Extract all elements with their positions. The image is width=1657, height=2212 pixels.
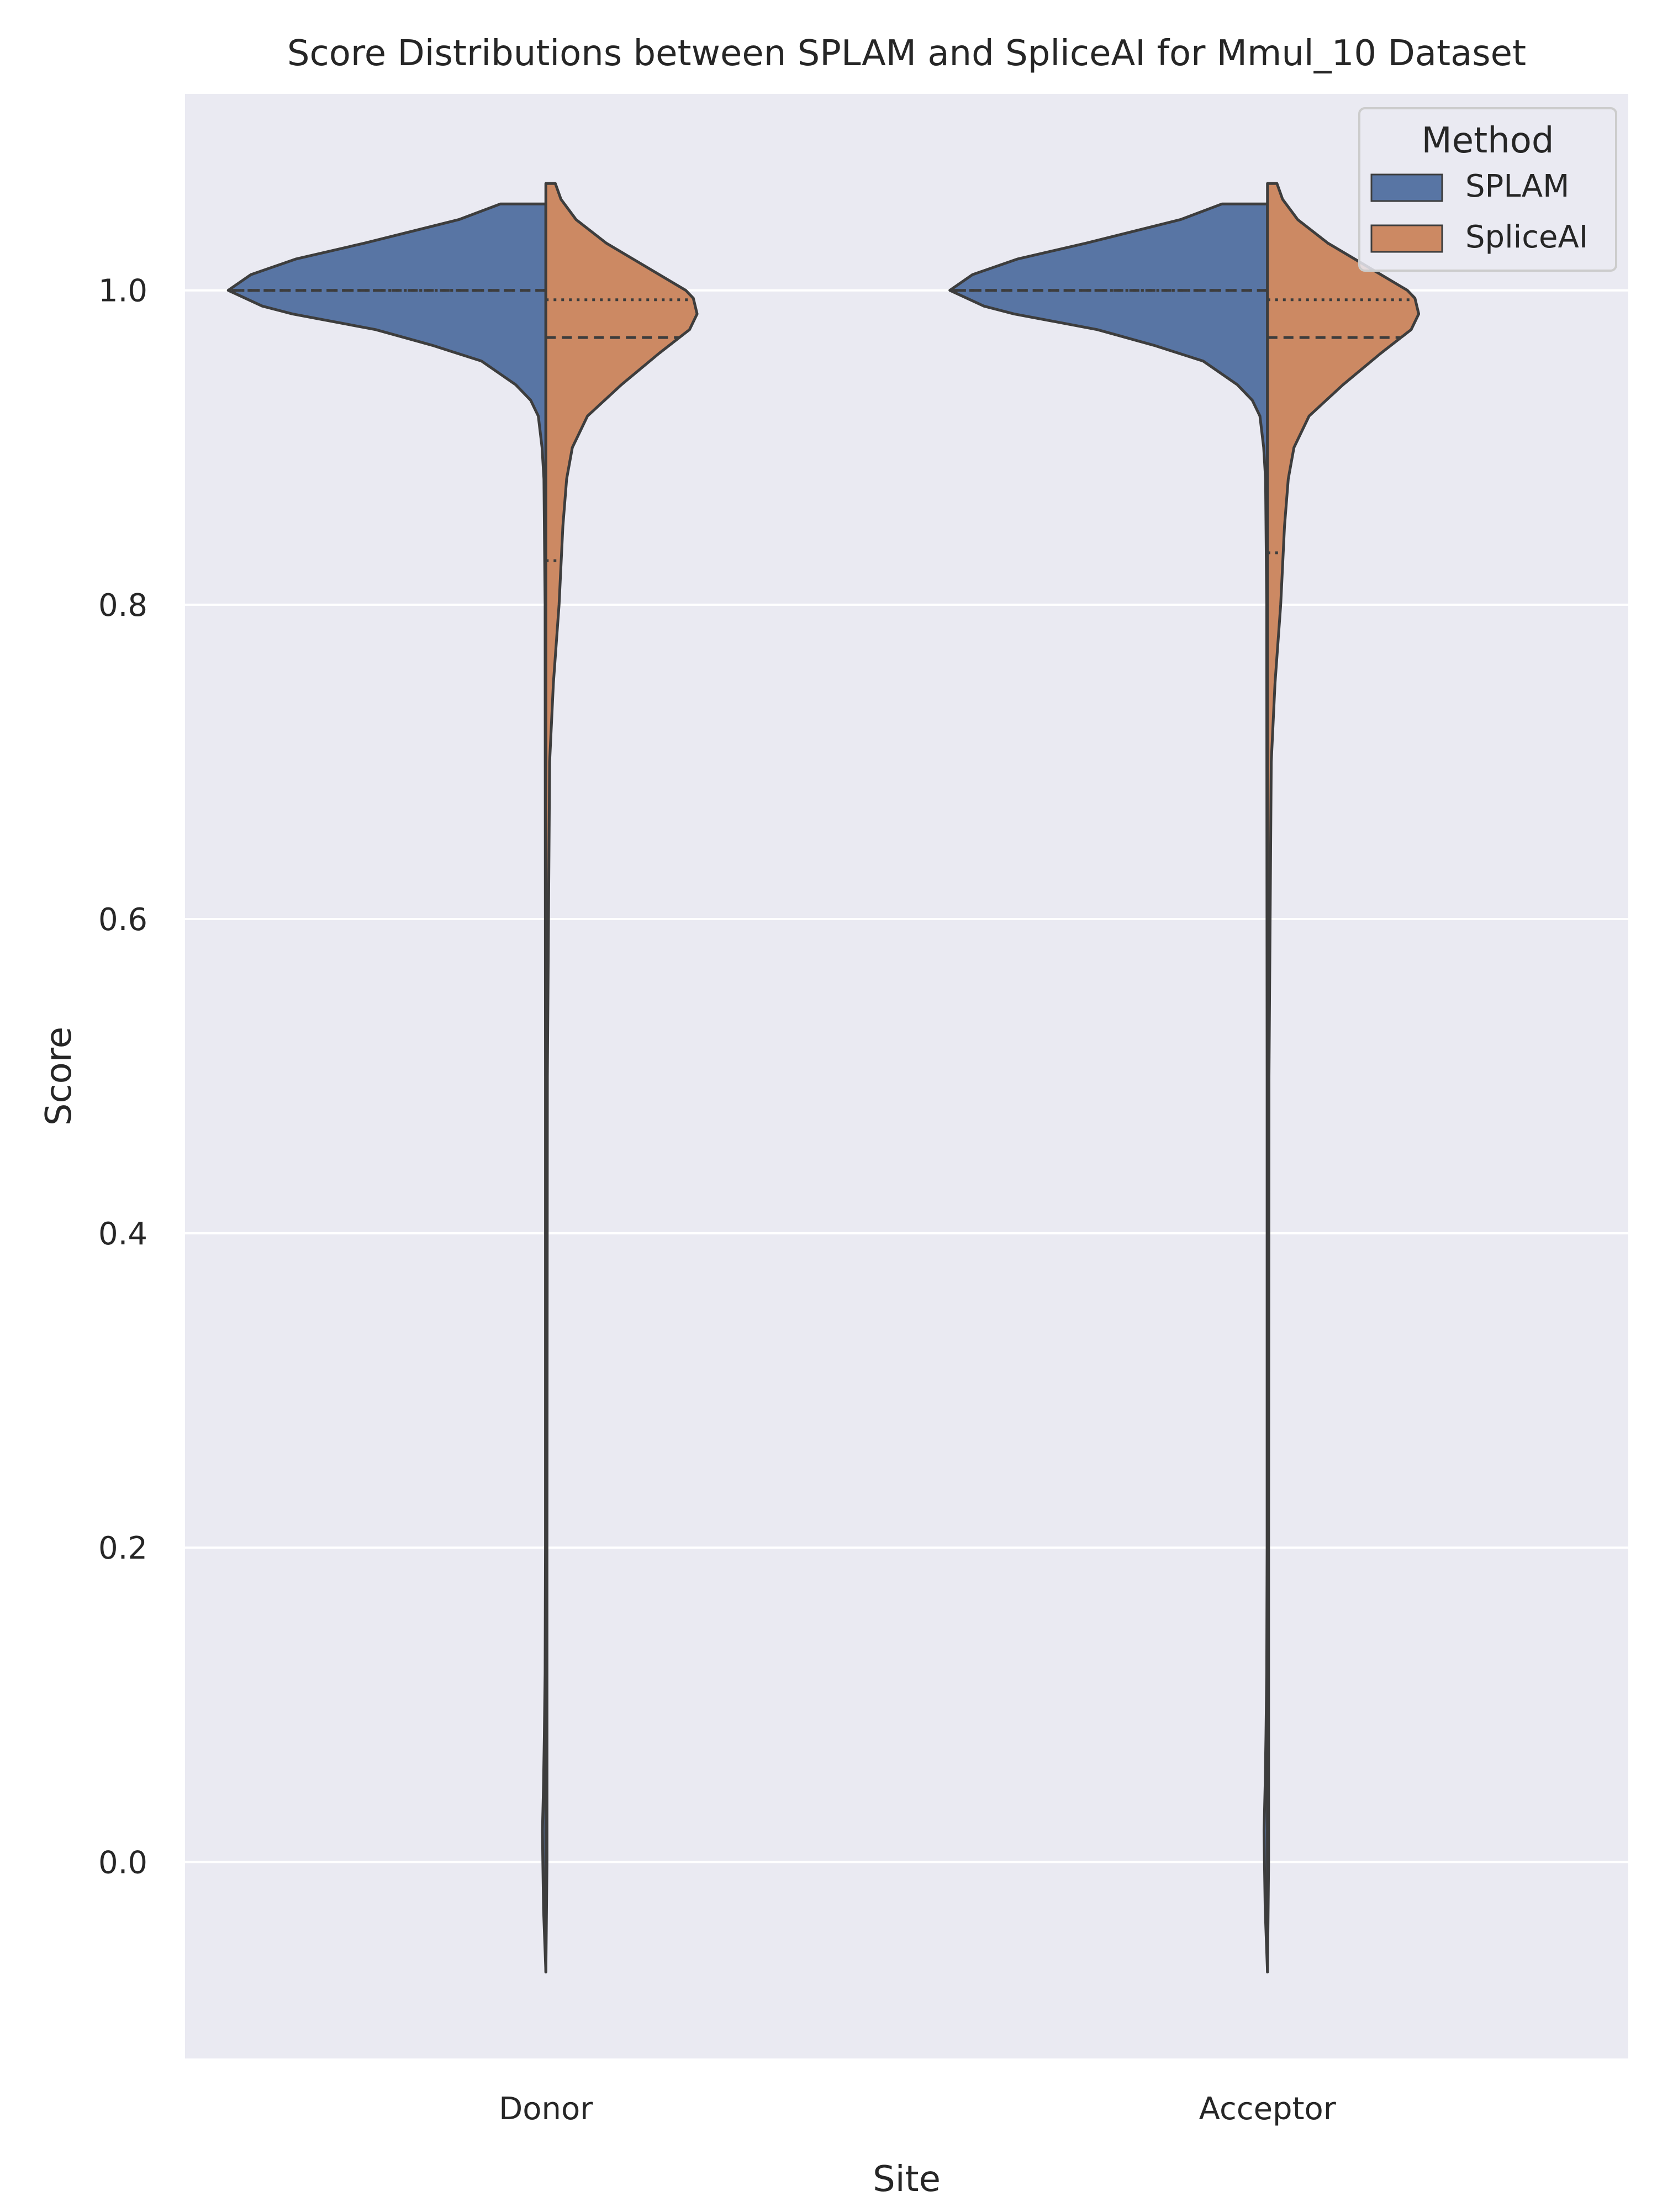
legend-label-splam: SPLAM bbox=[1465, 168, 1569, 204]
violins bbox=[226, 182, 1421, 1973]
plot-area bbox=[185, 94, 1628, 2058]
y-tick-label: 0.8 bbox=[98, 588, 147, 624]
y-tick-label: 1.0 bbox=[98, 273, 147, 309]
violin-spliceai-donor bbox=[544, 182, 699, 1973]
y-tick-labels: 0.0 0.2 0.4 0.6 0.8 1.0 bbox=[98, 273, 147, 1881]
legend-entries: SPLAM SpliceAI bbox=[1370, 168, 1588, 255]
legend-swatch-spliceai bbox=[1370, 224, 1443, 253]
x-axis-label: Site bbox=[873, 2159, 941, 2200]
x-tick-label: Donor bbox=[499, 2091, 593, 2127]
legend-label-spliceai: SpliceAI bbox=[1465, 219, 1588, 255]
y-axis-label: Score bbox=[39, 1027, 80, 1126]
chart-title: Score Distributions between SPLAM and Sp… bbox=[287, 33, 1526, 74]
legend-swatch-splam bbox=[1370, 173, 1443, 202]
legend-title: Method bbox=[1421, 120, 1554, 161]
x-tick-label: Acceptor bbox=[1199, 2091, 1337, 2127]
y-tick-label: 0.6 bbox=[98, 902, 147, 938]
violin-spliceai-acceptor bbox=[1266, 182, 1421, 1973]
violin-splam-acceptor bbox=[948, 202, 1269, 1973]
violin-splam-donor bbox=[226, 202, 547, 1973]
y-tick-label: 0.0 bbox=[98, 1845, 147, 1881]
y-tick-label: 0.2 bbox=[98, 1530, 147, 1566]
x-tick-labels: Donor Acceptor bbox=[499, 2091, 1337, 2127]
y-tick-label: 0.4 bbox=[98, 1216, 147, 1252]
legend: Method SPLAM SpliceAI bbox=[1358, 107, 1617, 272]
